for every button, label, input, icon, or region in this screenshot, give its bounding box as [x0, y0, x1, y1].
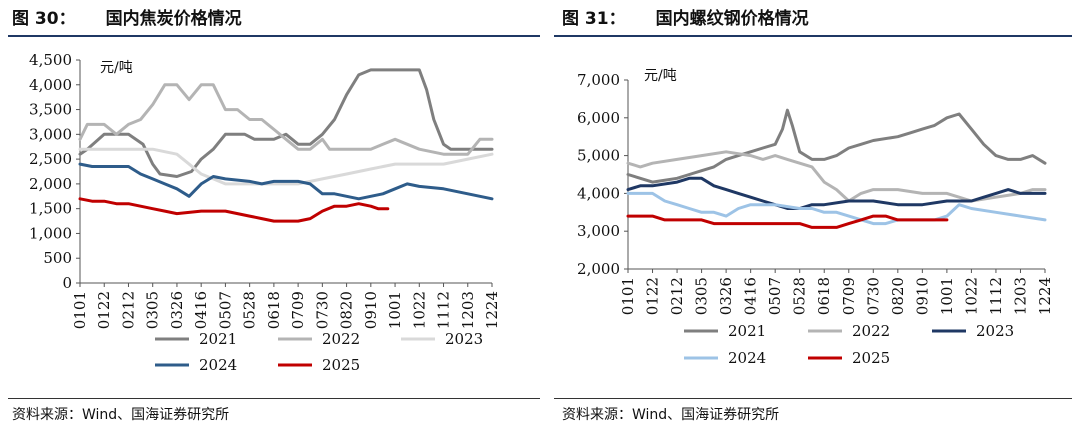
series-line-2021	[626, 108, 1047, 184]
coke-price-panel: 图 30： 国内焦炭价格情况 4,500 4,000 3,500 3,000 2,500 2…	[8, 4, 540, 423]
series-line-2022	[626, 150, 1047, 203]
y-tick-label: 4,000	[577, 184, 620, 202]
x-tick-label: 0507	[766, 277, 784, 315]
x-tick-label: 0528	[791, 277, 809, 315]
x-tick-label: 1203	[1011, 277, 1029, 315]
x-tick-label: 0122	[95, 291, 113, 329]
figure-label: 图 31：	[562, 9, 626, 29]
legend-label-2023: 2023	[976, 322, 1014, 340]
x-tick-label: 0618	[815, 277, 833, 315]
figure-title: 图 30： 国内焦炭价格情况	[12, 4, 242, 29]
legend-label-2025: 2025	[852, 349, 890, 367]
legend-label-2021: 2021	[199, 330, 237, 348]
legend-label-2022: 2022	[852, 322, 890, 340]
x-tick-label: 0305	[693, 277, 711, 315]
title-rule	[8, 35, 540, 37]
x-tick-label: 0910	[913, 277, 931, 315]
x-tick-label: 0326	[717, 277, 735, 315]
series-line-2024	[78, 162, 494, 201]
coke-price-chart: 4,500 4,000 3,500 3,000 2,500 2,000 1,500 1,000…	[29, 51, 501, 374]
x-tick-label: 1001	[386, 291, 404, 329]
title-rule	[554, 35, 1072, 37]
x-tick-label: 0416	[192, 291, 210, 329]
x-tick-label: 1022	[410, 291, 428, 329]
y-tick-label: 3,000	[29, 125, 72, 143]
x-tick-label: 0212	[119, 291, 137, 329]
y-tick-label: 0	[62, 274, 72, 292]
y-tick-label: 2,500	[29, 150, 72, 168]
x-tick-label: 1203	[459, 291, 477, 329]
x-tick-label: 0820	[889, 277, 907, 315]
series-line-2021	[78, 68, 494, 178]
x-tick-label: 0709	[289, 291, 307, 329]
source-note: 资料来源：Wind、国海证券研究所	[562, 407, 780, 423]
y-tick-label: 500	[43, 249, 72, 267]
x-tick-label: 0820	[338, 291, 356, 329]
legend-label-2024: 2024	[199, 356, 237, 374]
y-tick-label: 7,000	[577, 71, 620, 89]
legend-label-2024: 2024	[728, 349, 766, 367]
figure-title-text: 国内螺纹钢价格情况	[655, 9, 809, 29]
y-tick-label: 3,500	[29, 101, 72, 119]
x-tick-label: 1224	[1036, 277, 1054, 315]
x-tick-label: 0730	[864, 277, 882, 315]
rebar-price-panel: 图 31： 国内螺纹钢价格情况 7,000 6,000 5,000 4,000 3,000…	[548, 0, 1080, 427]
x-tick-label: 0326	[168, 291, 186, 329]
x-tick-label: 0122	[644, 277, 662, 315]
unit-label: 元/吨	[644, 68, 677, 84]
series-line-2022	[78, 83, 494, 156]
x-tick-label: 1224	[483, 291, 501, 329]
series-line-2023	[626, 176, 1047, 210]
unit-label: 元/吨	[100, 60, 133, 76]
figure-title-text: 国内焦炭价格情况	[105, 9, 242, 29]
x-tick-label: 0730	[313, 291, 331, 329]
y-tick-label: 2,000	[577, 260, 620, 278]
source-rule	[554, 398, 1072, 399]
source-note: 资料来源：Wind、国海证券研究所	[12, 407, 230, 423]
x-tick-label: 0305	[144, 291, 162, 329]
series-line-2025	[626, 214, 949, 229]
y-tick-label: 6,000	[577, 109, 620, 127]
x-tick-label: 0416	[742, 277, 760, 315]
legend-label-2021: 2021	[728, 322, 766, 340]
y-tick-label: 1,000	[29, 224, 72, 242]
legend-label-2023: 2023	[445, 330, 483, 348]
y-tick-label: 3,000	[577, 222, 620, 240]
x-tick-label: 0212	[668, 277, 686, 315]
y-tick-label: 4,000	[29, 76, 72, 94]
y-tick-label: 4,500	[29, 51, 72, 69]
series-line-2024	[626, 191, 1047, 226]
x-tick-label: 0507	[216, 291, 234, 329]
y-tick-label: 2,000	[29, 175, 72, 193]
x-tick-label: 1001	[938, 277, 956, 315]
figure-title: 图 31： 国内螺纹钢价格情况	[562, 4, 809, 29]
x-tick-label: 0618	[265, 291, 283, 329]
x-tick-label: 0910	[362, 291, 380, 329]
y-tick-label: 5,000	[577, 147, 620, 165]
x-tick-label: 0101	[71, 291, 89, 329]
legend-label-2022: 2022	[322, 330, 360, 348]
x-tick-label: 1112	[435, 291, 453, 329]
figure-label: 图 30：	[12, 9, 76, 29]
source-rule	[8, 398, 540, 399]
x-tick-label: 0528	[241, 291, 259, 329]
x-tick-label: 1022	[962, 277, 980, 315]
legend-label-2025: 2025	[322, 356, 360, 374]
series-line-2023	[78, 147, 494, 186]
x-tick-label: 0709	[840, 277, 858, 315]
y-tick-label: 1,500	[29, 200, 72, 218]
x-tick-label: 0101	[619, 277, 637, 315]
x-tick-label: 1112	[987, 277, 1005, 315]
series-line-2025	[78, 197, 390, 223]
